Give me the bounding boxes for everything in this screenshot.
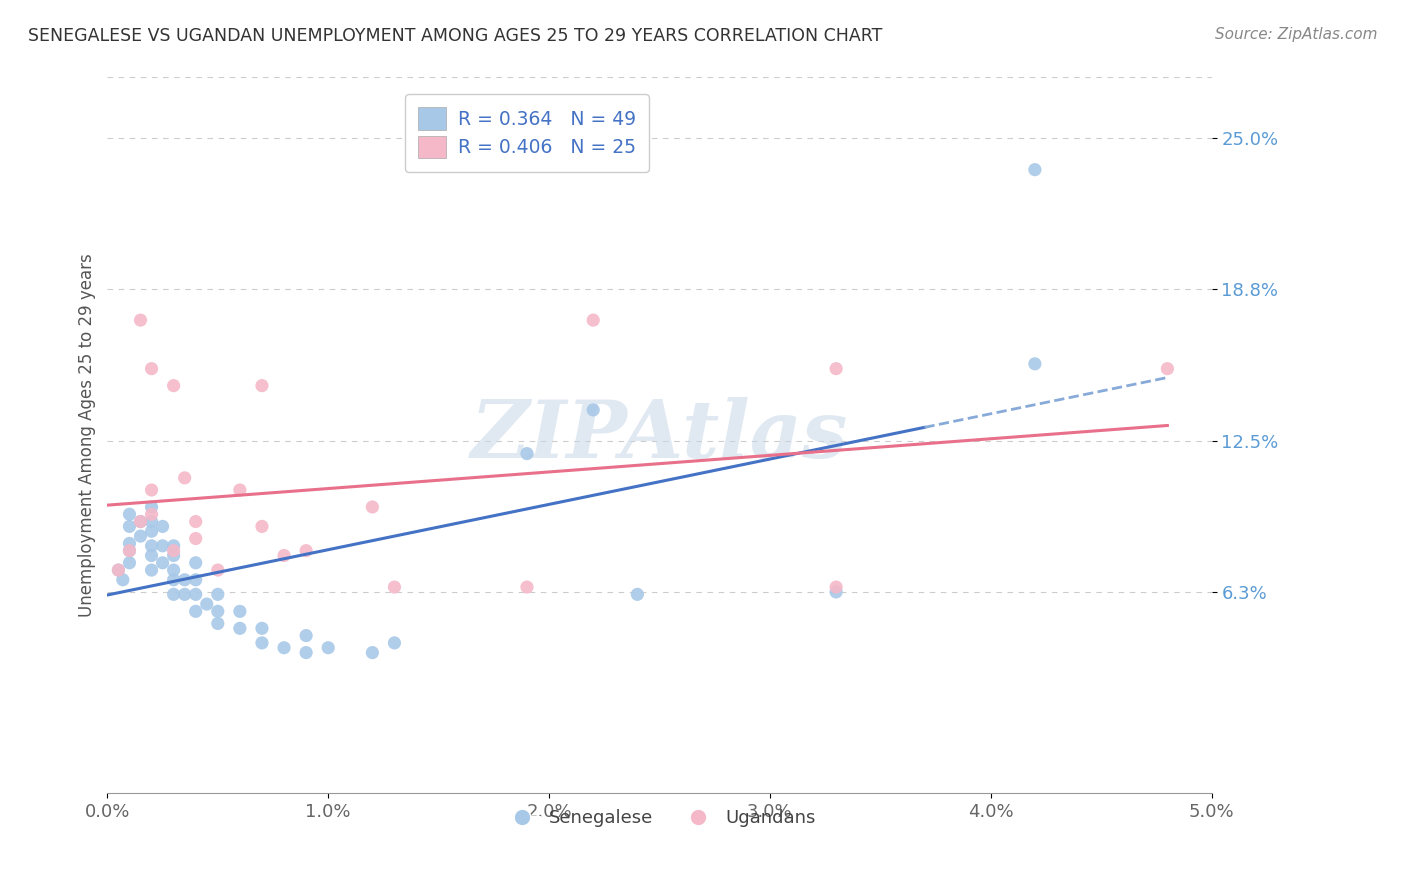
Point xyxy=(184,573,207,587)
Point xyxy=(184,556,207,570)
Point xyxy=(229,621,252,635)
Point xyxy=(162,543,184,558)
Point xyxy=(184,532,207,546)
Point xyxy=(384,580,406,594)
Point xyxy=(250,636,273,650)
Point xyxy=(825,585,848,599)
Point xyxy=(384,636,406,650)
Point xyxy=(250,519,273,533)
Point xyxy=(141,515,163,529)
Point xyxy=(295,543,318,558)
Point xyxy=(316,640,339,655)
Point xyxy=(250,378,273,392)
Point xyxy=(516,580,538,594)
Point xyxy=(582,403,605,417)
Y-axis label: Unemployment Among Ages 25 to 29 years: Unemployment Among Ages 25 to 29 years xyxy=(79,253,96,617)
Point xyxy=(141,508,163,522)
Point xyxy=(173,573,195,587)
Point xyxy=(1024,162,1046,177)
Point xyxy=(207,616,229,631)
Point xyxy=(825,361,848,376)
Point xyxy=(295,629,318,643)
Point xyxy=(118,543,141,558)
Point xyxy=(118,508,141,522)
Point xyxy=(361,500,384,514)
Point xyxy=(107,563,129,577)
Point xyxy=(152,556,174,570)
Point xyxy=(516,447,538,461)
Point xyxy=(207,563,229,577)
Point xyxy=(207,587,229,601)
Point xyxy=(173,587,195,601)
Point xyxy=(273,640,295,655)
Point xyxy=(162,549,184,563)
Text: ZIPAtlas: ZIPAtlas xyxy=(471,397,848,475)
Point xyxy=(295,646,318,660)
Text: SENEGALESE VS UGANDAN UNEMPLOYMENT AMONG AGES 25 TO 29 YEARS CORRELATION CHART: SENEGALESE VS UGANDAN UNEMPLOYMENT AMONG… xyxy=(28,27,883,45)
Point xyxy=(129,529,152,543)
Point xyxy=(582,313,605,327)
Point xyxy=(361,646,384,660)
Point xyxy=(184,587,207,601)
Text: Source: ZipAtlas.com: Source: ZipAtlas.com xyxy=(1215,27,1378,42)
Point xyxy=(184,515,207,529)
Point xyxy=(162,539,184,553)
Point xyxy=(626,587,648,601)
Point xyxy=(250,621,273,635)
Point xyxy=(152,539,174,553)
Point xyxy=(118,536,141,550)
Point xyxy=(129,515,152,529)
Point xyxy=(118,543,141,558)
Point xyxy=(129,515,152,529)
Point xyxy=(118,556,141,570)
Point xyxy=(111,573,134,587)
Point xyxy=(118,519,141,533)
Point xyxy=(141,524,163,539)
Point xyxy=(107,563,129,577)
Point xyxy=(207,604,229,618)
Point xyxy=(141,549,163,563)
Point xyxy=(173,471,195,485)
Point xyxy=(141,483,163,497)
Point xyxy=(162,378,184,392)
Point xyxy=(273,549,295,563)
Point xyxy=(229,604,252,618)
Legend: Senegalese, Ugandans: Senegalese, Ugandans xyxy=(496,802,823,834)
Point xyxy=(184,604,207,618)
Point xyxy=(162,573,184,587)
Point xyxy=(141,539,163,553)
Point xyxy=(141,361,163,376)
Point xyxy=(195,597,218,611)
Point xyxy=(162,587,184,601)
Point xyxy=(825,580,848,594)
Point xyxy=(229,483,252,497)
Point xyxy=(141,500,163,514)
Point xyxy=(1024,357,1046,371)
Point xyxy=(1156,361,1178,376)
Point xyxy=(152,519,174,533)
Point xyxy=(141,563,163,577)
Point xyxy=(129,313,152,327)
Point xyxy=(162,563,184,577)
